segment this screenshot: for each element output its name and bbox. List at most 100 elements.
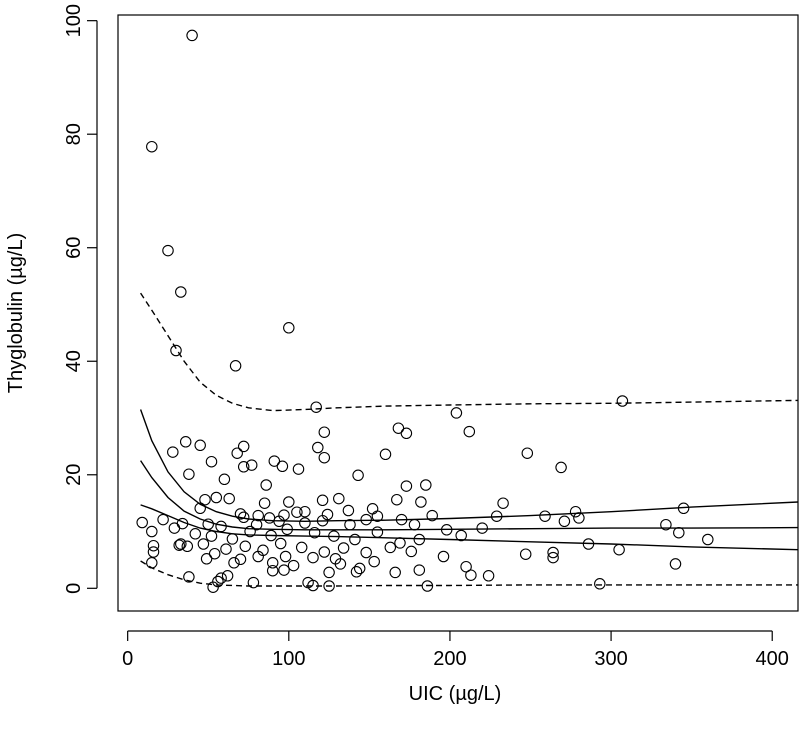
data-point: [281, 523, 293, 536]
data-point: [221, 570, 234, 582]
data-point: [476, 522, 488, 534]
data-point: [413, 564, 426, 576]
data-point: [274, 537, 287, 550]
data-point: [189, 528, 202, 540]
data-point: [250, 518, 263, 531]
data-point: [234, 553, 247, 566]
data-point: [677, 502, 690, 515]
data-point: [239, 540, 252, 553]
data-point: [283, 496, 295, 508]
data-point: [450, 407, 463, 419]
data-point: [673, 526, 685, 539]
data-point: [252, 509, 264, 522]
data-point: [349, 533, 361, 546]
data-point: [208, 547, 221, 560]
data-point: [167, 446, 179, 458]
data-point: [384, 541, 397, 554]
solid-fit-line-2: [140, 460, 799, 531]
data-point: [218, 473, 231, 486]
data-point: [183, 468, 195, 480]
data-point: [146, 525, 158, 538]
data-point: [353, 562, 366, 575]
data-point: [440, 524, 453, 536]
x-tick-label: 400: [756, 648, 789, 670]
data-point: [212, 575, 224, 588]
data-point: [426, 509, 438, 522]
data-point: [350, 566, 363, 578]
data-point: [266, 557, 279, 569]
data-point: [307, 579, 319, 592]
data-point: [490, 510, 503, 522]
data-point: [460, 560, 472, 573]
data-point: [237, 440, 250, 453]
data-point: [147, 546, 160, 558]
data-point: [379, 448, 392, 461]
data-point: [258, 497, 271, 509]
data-point: [310, 401, 322, 413]
data-point: [252, 550, 264, 563]
data-point: [197, 538, 210, 550]
data-point: [279, 550, 292, 563]
data-point: [299, 517, 311, 529]
data-point: [175, 286, 187, 298]
data-point: [318, 546, 331, 558]
data-point: [391, 493, 403, 506]
data-point: [157, 513, 169, 526]
data-point: [199, 493, 211, 506]
data-point: [183, 571, 195, 583]
data-point: [276, 460, 289, 473]
data-point: [278, 564, 290, 576]
data-point: [352, 469, 364, 482]
data-point: [162, 244, 174, 257]
data-point: [395, 513, 408, 526]
data-point: [613, 543, 625, 556]
data-point: [295, 541, 308, 554]
data-point: [408, 518, 421, 531]
data-point: [521, 447, 534, 459]
y-axis: 0 20 40 60 80 100: [63, 4, 98, 594]
data-point: [287, 559, 300, 572]
solid-fit-line-1: [139, 409, 799, 523]
data-point: [291, 506, 303, 518]
data-point: [482, 570, 495, 582]
dashed-interval-line-4: [140, 560, 798, 587]
data-point: [194, 439, 206, 452]
data-point: [312, 441, 324, 454]
data-point: [244, 525, 256, 538]
data-point: [519, 548, 532, 560]
dashed-interval-line-0: [140, 292, 799, 412]
data-point: [205, 530, 218, 542]
data-point: [392, 422, 405, 434]
data-point: [179, 436, 192, 448]
data-point: [247, 576, 260, 589]
plot-frame: [117, 14, 799, 612]
data-point: [147, 539, 160, 552]
data-point: [616, 395, 629, 407]
data-point: [463, 425, 476, 438]
data-point: [413, 533, 426, 546]
data-point: [215, 520, 227, 533]
data-point: [260, 479, 272, 491]
data-point: [263, 512, 276, 524]
data-point: [371, 510, 384, 522]
x-axis-label: UIC (µg/L): [409, 683, 502, 705]
x-tick-label: 200: [433, 648, 466, 670]
data-point: [223, 492, 235, 505]
data-point: [328, 530, 340, 542]
y-tick-label: 80: [63, 123, 85, 145]
data-point: [497, 497, 509, 509]
x-axis: 0 100 200 300 400: [122, 630, 789, 670]
y-tick-label: 60: [63, 237, 85, 259]
data-point: [371, 526, 384, 538]
data-point: [547, 551, 559, 564]
data-point: [186, 29, 198, 42]
data-point: [194, 502, 206, 515]
data-point: [344, 518, 356, 531]
data-point: [215, 572, 227, 584]
data-point: [175, 538, 187, 550]
data-point: [360, 546, 372, 559]
data-point: [400, 480, 413, 492]
y-tick-label: 20: [63, 464, 85, 486]
y-tick-label: 100: [63, 4, 85, 37]
